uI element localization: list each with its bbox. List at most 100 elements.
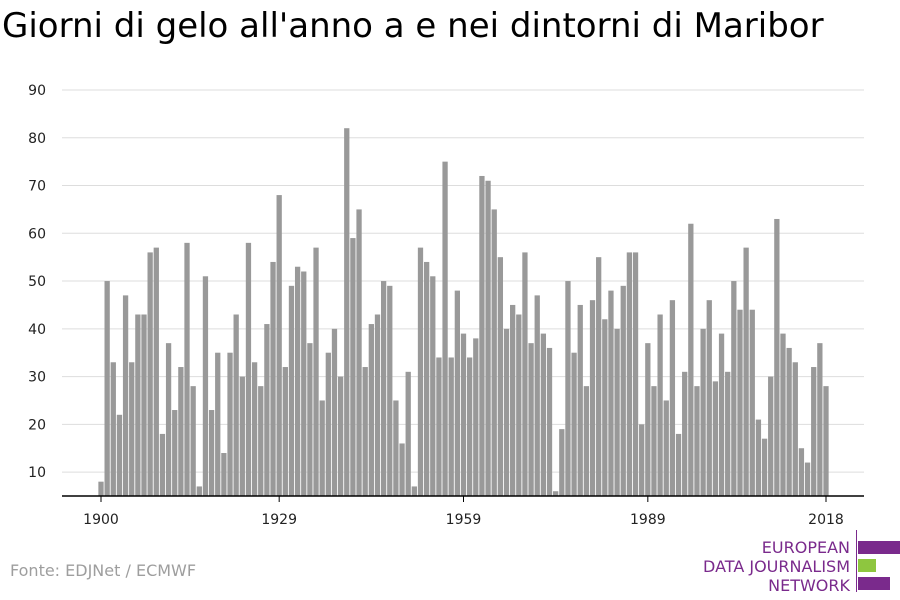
bar xyxy=(202,276,209,496)
bar xyxy=(725,371,731,496)
y-tick-label: 50 xyxy=(28,274,46,290)
bar xyxy=(141,314,147,496)
bar xyxy=(614,328,620,496)
logo-bar-top xyxy=(858,541,900,554)
bar xyxy=(258,386,264,496)
bar xyxy=(798,448,805,496)
bar xyxy=(639,424,645,496)
bar xyxy=(602,319,608,496)
bar xyxy=(239,376,245,496)
bar xyxy=(362,367,368,496)
bar xyxy=(110,362,116,496)
bar xyxy=(393,400,399,496)
bar xyxy=(534,295,540,496)
bars xyxy=(98,128,829,497)
bar xyxy=(356,209,362,497)
bar xyxy=(718,333,725,496)
bar xyxy=(215,352,221,496)
bar xyxy=(626,252,633,496)
bar xyxy=(546,347,553,496)
bar xyxy=(786,347,792,496)
x-tick-label: 1959 xyxy=(446,512,482,528)
x-axis: 1900 1929 1959 1989 2018 xyxy=(62,495,864,528)
y-tick-label: 30 xyxy=(28,370,46,386)
bar xyxy=(380,281,387,496)
bar xyxy=(811,367,817,496)
bar xyxy=(344,128,350,496)
bar xyxy=(510,304,516,496)
y-tick-label: 70 xyxy=(28,179,46,195)
bar xyxy=(264,324,270,496)
bar xyxy=(737,309,743,496)
bar xyxy=(467,357,473,496)
bar xyxy=(454,290,460,496)
bar xyxy=(491,209,497,497)
bar xyxy=(325,352,331,496)
y-axis-labels: 10 20 30 40 50 60 70 80 90 xyxy=(28,83,46,481)
bar xyxy=(553,491,559,496)
bar xyxy=(135,314,141,496)
bar xyxy=(577,304,583,496)
bar xyxy=(227,352,233,496)
bar xyxy=(337,376,344,496)
bar xyxy=(368,324,374,496)
bar xyxy=(700,328,706,496)
bar xyxy=(694,386,700,496)
bar xyxy=(147,252,153,496)
bar xyxy=(221,453,227,496)
bar xyxy=(233,314,239,496)
x-tick-label: 1989 xyxy=(630,512,666,528)
y-tick-label: 40 xyxy=(28,322,46,338)
bar xyxy=(528,343,534,496)
bar xyxy=(307,343,313,496)
bar xyxy=(651,386,657,496)
bar xyxy=(485,180,491,497)
bar xyxy=(780,333,786,496)
bar xyxy=(596,257,602,496)
bar xyxy=(399,443,405,496)
bar xyxy=(172,410,178,496)
bar xyxy=(319,400,325,496)
bar xyxy=(731,281,737,496)
bar xyxy=(405,371,411,496)
x-tick-label: 2018 xyxy=(808,512,844,528)
bar xyxy=(196,486,202,496)
source-note: Fonte: EDJNet / ECMWF xyxy=(10,561,197,580)
bar xyxy=(184,242,190,496)
bar xyxy=(516,314,522,496)
bar xyxy=(620,285,626,496)
bar xyxy=(473,338,479,496)
bar xyxy=(632,252,639,496)
bar xyxy=(442,161,448,496)
bar xyxy=(688,223,694,496)
bar xyxy=(288,285,295,496)
bar xyxy=(208,410,215,496)
bar xyxy=(245,242,252,496)
bar xyxy=(276,195,282,497)
bar xyxy=(479,175,485,496)
bar xyxy=(663,400,669,496)
bar xyxy=(129,362,135,496)
y-tick-label: 80 xyxy=(28,131,46,147)
bar xyxy=(460,333,467,496)
bar xyxy=(682,371,688,496)
bar xyxy=(270,261,276,496)
bar xyxy=(282,367,288,496)
chart-title: Giorni di gelo all'anno a e nei dintorni… xyxy=(2,6,824,46)
bar xyxy=(522,252,528,496)
bar xyxy=(350,238,356,496)
bar xyxy=(104,281,110,496)
bar xyxy=(497,257,504,496)
bar xyxy=(374,314,381,496)
edjnet-logo: EUROPEAN DATA JOURNALISM NETWORK xyxy=(690,530,900,595)
bar xyxy=(589,300,596,496)
bar xyxy=(804,462,811,496)
bar xyxy=(331,328,338,496)
bar xyxy=(301,271,307,496)
x-tick-label: 1929 xyxy=(261,512,297,528)
bar xyxy=(583,386,590,496)
bar xyxy=(503,328,510,496)
bar xyxy=(657,314,663,496)
y-tick-label: 20 xyxy=(28,417,46,433)
